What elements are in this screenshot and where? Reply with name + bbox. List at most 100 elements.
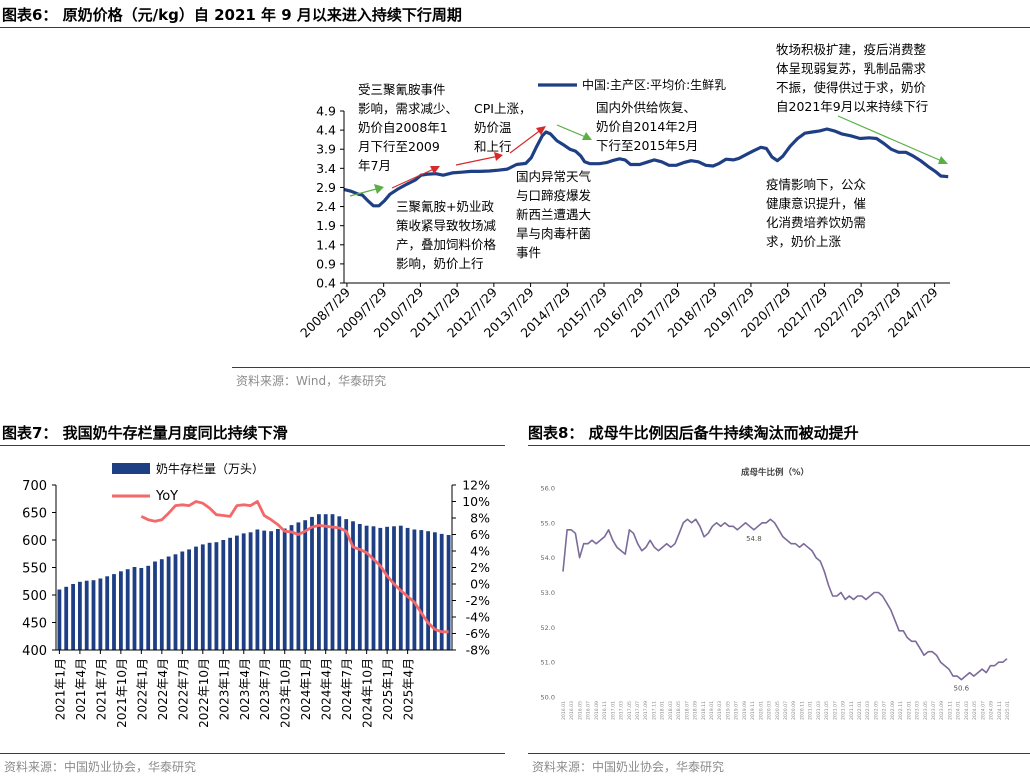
fig7-left-tick-label: 650 [22,507,47,522]
fig7-bar [146,565,151,650]
fig6-annotation-a1: 受三聚氰胺事件影响，需求减少、奶价自2008年1 月下行至2009 年7月 [358,82,458,173]
fig6-legend-label: 中国:主产区:平均价:生鲜乳 [582,77,726,92]
fig7-xtick-label: 2021年10月 [115,658,129,728]
fig7-bar [119,571,123,650]
fig8-xtick-label: 2018.09 [693,701,699,720]
fig7-xtick-label: 2021年4月 [74,658,88,720]
fig7-bar [446,535,451,650]
fig6-annotation-line: 疫情影响下，公众 [766,177,866,192]
fig8-ytick-label: 54.0 [541,554,555,562]
fig7-bar [139,568,144,650]
fig7-bar [235,535,239,650]
fig7-right-tick-label: 4% [470,544,490,559]
fig7-bar [200,544,205,650]
fig6-ytick-label: 3.9 [316,142,336,157]
fig6-annotation-line: 自2021年9月以来持续下行 [776,99,928,114]
fig7-xtick-label: 2023年4月 [238,658,252,720]
fig7-bar [351,521,355,650]
fig7-right-tick-label: 10% [462,494,490,509]
fig6-annotation-line: CPI上涨， [474,101,531,116]
fig7-bar [405,527,410,650]
fig7-xtick-label: 2023年7月 [258,658,272,720]
fig7-right-tick-label: 0% [470,577,490,592]
fig7-source: 资料来源：中国奶业协会，华泰研究 [4,760,197,774]
fig8-chart-title: 成母牛比例（%） [741,467,809,478]
fig6-annotation-line: 奶价自2008年1 [358,120,448,135]
fig7-xtick-label: 2022年1月 [135,658,149,720]
fig7-xtick-label: 2021年7月 [94,658,108,720]
fig8-ytick-label: 53.0 [541,589,555,597]
fig8-ytick-label: 55.0 [541,519,555,527]
fig8-data-label: 50.6 [954,685,970,693]
fig6-annotation-line: 产，叠加饲料价格 [396,237,497,252]
fig8-xtick-label: 2022.05 [873,701,879,720]
fig7-bar [439,533,444,650]
fig7-bar [78,581,82,650]
fig7-bar [269,531,273,650]
fig6-annotation-line: 影响，奶价上行 [396,256,484,271]
fig7-right-tick-label: -8% [466,643,490,658]
fig8-xtick-label: 2020.05 [775,701,781,720]
fig6-annotation-line: 月下行至2009 [358,139,440,154]
fig8-xtick-label: 2019.09 [742,701,748,720]
fig6-ytick-label: 4.4 [316,123,336,138]
fig7-legend-bar-swatch [112,463,150,474]
fig8-xtick-label: 2022.01 [857,701,863,720]
fig7-bar [419,530,424,650]
fig8-xtick-label: 2018.03 [668,701,674,720]
fig6-title: 图表6： 原奶价格（元/kg）自 2021 年 9 月以来进入持续下行周期 [2,6,462,24]
fig7-bar [433,532,437,650]
fig8-xtick-label: 2017.05 [627,701,633,720]
fig7-bar [207,542,212,651]
fig8-xtick-label: 2016.11 [602,701,608,720]
fig7-bar [385,526,389,650]
fig8-xtick-label: 2025.01 [1005,701,1011,720]
fig7-bar [84,580,89,650]
fig8-xtick-label: 2017.11 [651,701,657,720]
fig6-arrow-a2 [391,167,437,189]
fig6-arrowhead-a2 [430,166,440,174]
fig7-bar [371,526,376,651]
fig7-bar [344,519,349,650]
fig6-annotation-line: 国内异常天气 [516,169,592,184]
fig8-xtick-label: 2018.01 [660,701,666,720]
fig8-xtick-label: 2018.11 [701,701,707,720]
fig7-bar [64,586,69,651]
fig8-source: 资料来源：中国奶业协会，华泰研究 [532,760,725,774]
fig8-xtick-label: 2020.11 [799,701,805,720]
fig6-annotation-line: 三聚氰胺+奶业政 [396,199,494,214]
fig7-yoy-line [140,500,449,634]
fig8-xtick-label: 2016.01 [561,701,567,720]
fig7-xtick-label: 2025年4月 [402,658,416,720]
fig6-annotation-a5: 国内外供给恢复、奶价自2014年2月下行至2015年5月 [596,100,698,153]
fig8-xtick-label: 2024.09 [989,701,995,720]
fig6-ytick-label: 0.9 [316,256,336,271]
fig6-arrows [349,115,948,197]
fig7-bar [228,537,232,650]
fig7-bar [57,589,62,650]
fig7-bar [317,514,321,650]
fig8-xtick-label: 2019.11 [750,701,756,720]
fig7-right-tick-label: -6% [466,626,490,641]
fig6-annotation-line: 求，奶价上涨 [766,234,842,249]
fig6-annotation-line: 与口蹄疫爆发 [516,188,592,203]
fig6-ytick-label: 3.4 [316,161,336,176]
fig7-legend: 奶牛存栏量（万头） YoY [112,461,264,504]
fig6-annotation-line: 不振，使得供过于求，奶价 [776,80,927,95]
fig8-xtick-label: 2017.03 [619,701,625,720]
fig8-xtick-label: 2023.11 [947,701,953,720]
fig7-bar [166,556,171,650]
fig6-annotation-line: 奶价温 [474,120,512,135]
fig8-xtick-label: 2023.01 [906,701,912,720]
fig8-title: 图表8： 成母牛比例因后备牛持续淘汰而被动提升 [528,424,859,442]
fig8-xtick-label: 2020.01 [758,701,764,720]
fig6-annotation-a2: 三聚氰胺+奶业政策收紧导致牧场减产，叠加饲料价格影响，奶价上行 [396,199,497,271]
fig7-chart: 400 450 500 550 600 650 700 -8% -6%-4% -2%0% 2%4%… [22,461,490,728]
fig6-annotation-line: 和上行 [474,139,512,154]
fig8-ytick-label: 51.0 [541,659,555,667]
fig7-right-tick-label: 2% [470,560,490,575]
fig7-bar [398,525,403,650]
fig7-bar [98,578,103,650]
fig6-source-rule [232,367,1030,368]
fig8-xtick-label: 2019.03 [717,701,723,720]
